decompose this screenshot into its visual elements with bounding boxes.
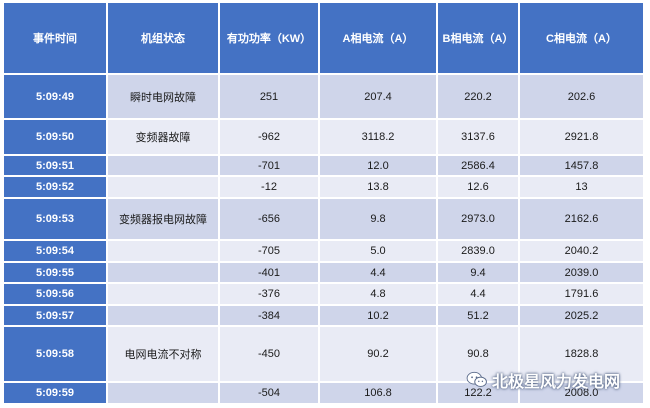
cell-phase-b: 122.2 <box>436 381 520 405</box>
header-phase-b-current: B相电流（A） <box>436 1 520 75</box>
wechat-icon <box>466 371 487 387</box>
table-row: 5:09:53 变频器报电网故障 -656 9.8 2973.0 2162.6 <box>2 197 645 241</box>
cell-time: 5:09:52 <box>2 175 108 199</box>
cell-power: -962 <box>218 118 320 156</box>
cell-phase-a: 3118.2 <box>318 118 438 156</box>
table-row: 5:09:57 -384 10.2 51.2 2025.2 <box>2 304 645 327</box>
cell-phase-a: 4.4 <box>318 261 438 284</box>
cell-state <box>106 381 220 405</box>
table-row: 5:09:54 -705 5.0 2839.0 2040.2 <box>2 239 645 263</box>
cell-state <box>106 282 220 306</box>
cell-phase-c: 1457.8 <box>518 154 645 177</box>
table-row: 5:09:51 -701 12.0 2586.4 1457.8 <box>2 154 645 177</box>
cell-state: 变频器报电网故障 <box>106 197 220 241</box>
cell-phase-b: 3137.6 <box>436 118 520 156</box>
cell-phase-c: 1828.8 <box>518 325 645 383</box>
cell-time: 5:09:50 <box>2 118 108 156</box>
cell-time: 5:09:53 <box>2 197 108 241</box>
cell-phase-c: 2039.0 <box>518 261 645 284</box>
cell-power: -384 <box>218 304 320 327</box>
cell-phase-c: 2921.8 <box>518 118 645 156</box>
cell-phase-a: 13.8 <box>318 175 438 199</box>
table-row: 5:09:55 -401 4.4 9.4 2039.0 <box>2 261 645 284</box>
cell-phase-a: 5.0 <box>318 239 438 263</box>
header-unit-state: 机组状态 <box>106 1 220 75</box>
data-table: 事件时间 机组状态 有功功率（KW） A相电流（A） B相电流（A） C相电流（… <box>2 1 645 405</box>
header-row: 事件时间 机组状态 有功功率（KW） A相电流（A） B相电流（A） C相电流（… <box>2 1 645 75</box>
cell-power: 251 <box>218 73 320 120</box>
table-row: 5:09:56 -376 4.8 4.4 1791.6 <box>2 282 645 306</box>
cell-phase-c: 2162.6 <box>518 197 645 241</box>
cell-state: 瞬时电网故障 <box>106 73 220 120</box>
cell-time: 5:09:58 <box>2 325 108 383</box>
cell-time: 5:09:59 <box>2 381 108 405</box>
cell-phase-a: 90.2 <box>318 325 438 383</box>
watermark: 北极星风力发电网 <box>466 368 620 392</box>
table-row: 5:09:52 -12 13.8 12.6 13 <box>2 175 645 199</box>
cell-phase-b: 9.4 <box>436 261 520 284</box>
cell-state <box>106 239 220 263</box>
cell-state: 变频器故障 <box>106 118 220 156</box>
cell-phase-a: 4.8 <box>318 282 438 306</box>
cell-phase-b: 51.2 <box>436 304 520 327</box>
cell-phase-c: 2008.0 <box>518 381 645 405</box>
cell-phase-b: 4.4 <box>436 282 520 306</box>
cell-phase-c: 13 <box>518 175 645 199</box>
cell-power: -701 <box>218 154 320 177</box>
cell-time: 5:09:55 <box>2 261 108 284</box>
header-event-time: 事件时间 <box>2 1 108 75</box>
cell-phase-b: 220.2 <box>436 73 520 120</box>
cell-phase-a: 9.8 <box>318 197 438 241</box>
cell-state <box>106 261 220 284</box>
cell-phase-c: 2025.2 <box>518 304 645 327</box>
cell-state: 电网电流不对称 <box>106 325 220 383</box>
cell-phase-a: 207.4 <box>318 73 438 120</box>
cell-power: -376 <box>218 282 320 306</box>
cell-power: -401 <box>218 261 320 284</box>
cell-power: -504 <box>218 381 320 405</box>
cell-state <box>106 175 220 199</box>
cell-time: 5:09:49 <box>2 73 108 120</box>
cell-phase-c: 2040.2 <box>518 239 645 263</box>
cell-time: 5:09:57 <box>2 304 108 327</box>
cell-phase-a: 106.8 <box>318 381 438 405</box>
header-phase-c-current: C相电流（A） <box>518 1 645 75</box>
cell-phase-c: 202.6 <box>518 73 645 120</box>
cell-time: 5:09:51 <box>2 154 108 177</box>
table-row: 5:09:49 瞬时电网故障 251 207.4 220.2 202.6 <box>2 73 645 120</box>
cell-power: -12 <box>218 175 320 199</box>
header-active-power: 有功功率（KW） <box>218 1 320 75</box>
cell-phase-b: 2973.0 <box>436 197 520 241</box>
cell-time: 5:09:54 <box>2 239 108 263</box>
table-row: 5:09:59 -504 106.8 122.2 2008.0 <box>2 381 645 405</box>
cell-power: -450 <box>218 325 320 383</box>
cell-phase-c: 1791.6 <box>518 282 645 306</box>
watermark-text: 北极星风力发电网 <box>492 372 621 391</box>
cell-phase-b: 12.6 <box>436 175 520 199</box>
cell-phase-b: 2586.4 <box>436 154 520 177</box>
cell-phase-b: 2839.0 <box>436 239 520 263</box>
cell-phase-a: 10.2 <box>318 304 438 327</box>
cell-power: -705 <box>218 239 320 263</box>
cell-time: 5:09:56 <box>2 282 108 306</box>
table-row: 5:09:50 变频器故障 -962 3118.2 3137.6 2921.8 <box>2 118 645 156</box>
cell-power: -656 <box>218 197 320 241</box>
cell-phase-a: 12.0 <box>318 154 438 177</box>
cell-state <box>106 154 220 177</box>
cell-state <box>106 304 220 327</box>
header-phase-a-current: A相电流（A） <box>318 1 438 75</box>
